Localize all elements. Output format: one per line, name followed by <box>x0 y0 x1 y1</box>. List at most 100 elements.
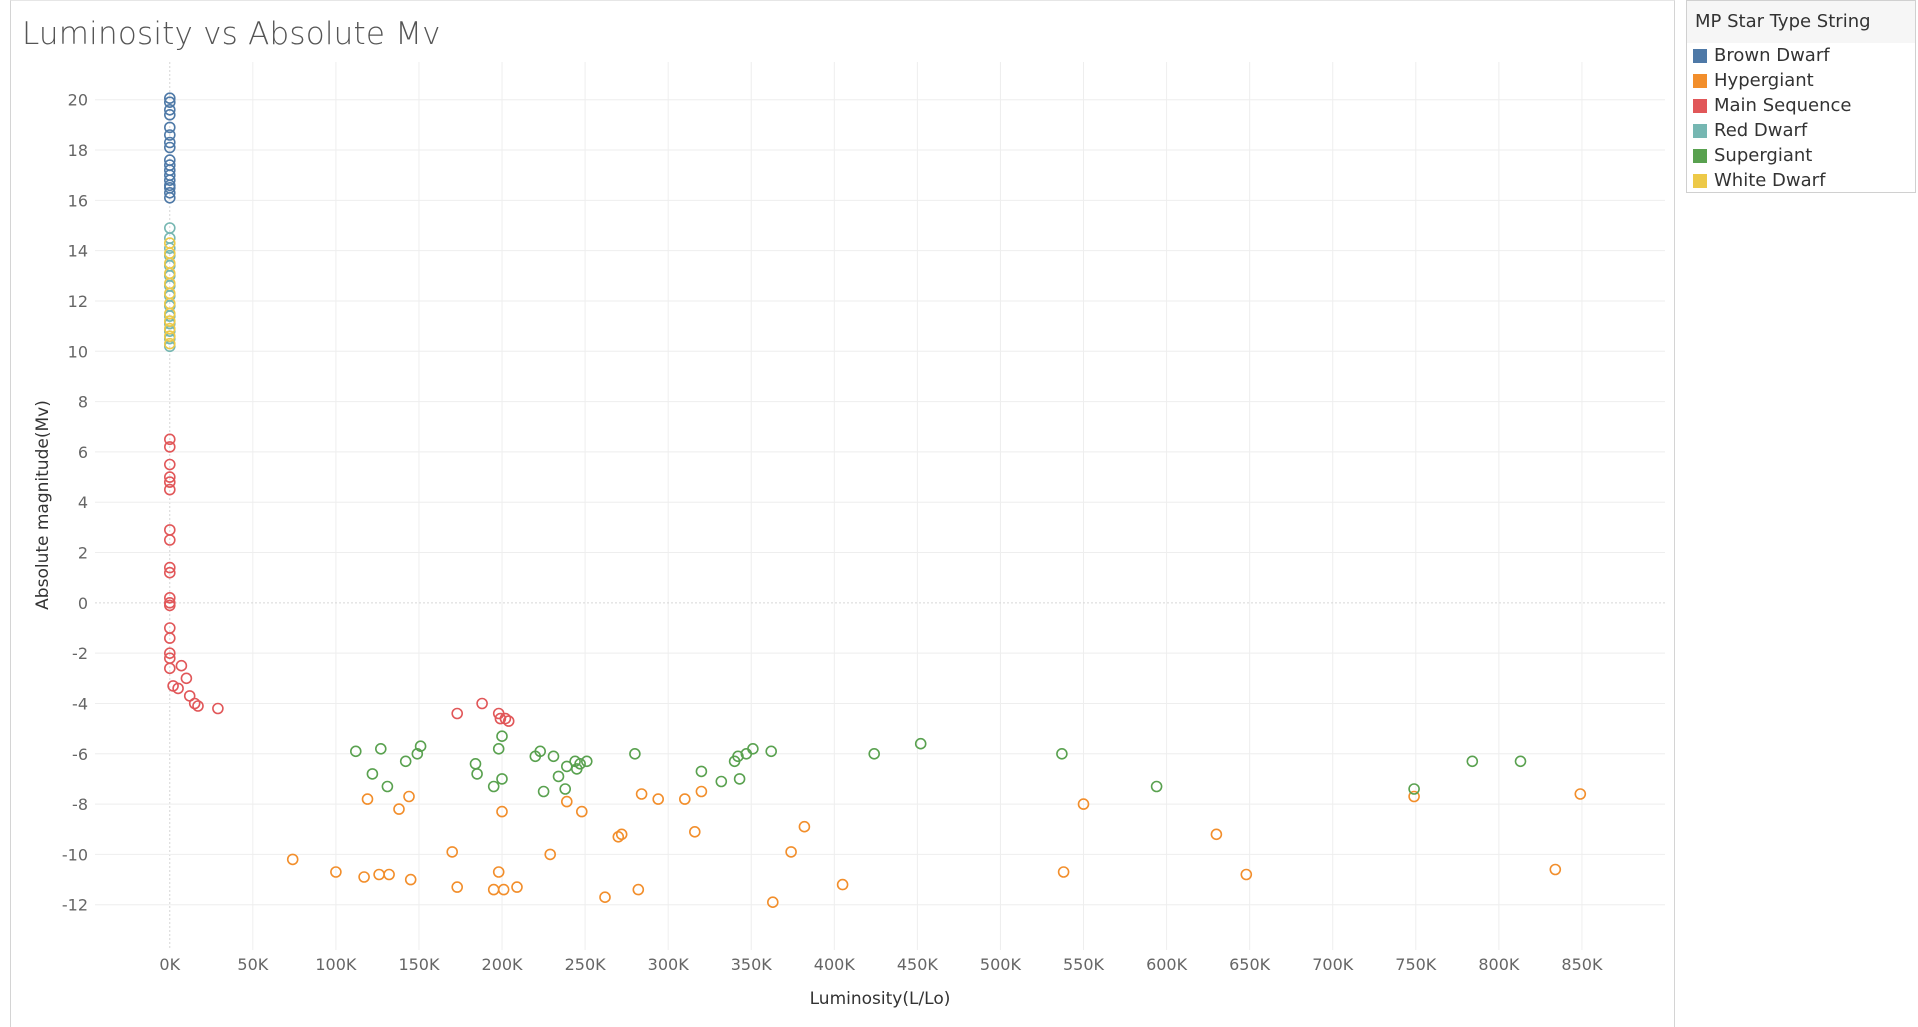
data-point-supergiant[interactable] <box>471 768 483 780</box>
legend-item-white-dwarf[interactable]: White Dwarf <box>1687 168 1915 193</box>
data-point-hypergiant[interactable] <box>785 846 797 858</box>
legend-item-main-sequence[interactable]: Main Sequence <box>1687 93 1915 118</box>
data-point-supergiant[interactable] <box>496 773 508 785</box>
data-point-hypergiant[interactable] <box>496 805 508 818</box>
data-point-supergiant[interactable] <box>547 750 560 763</box>
series-supergiant[interactable] <box>349 730 1527 798</box>
data-point-supergiant[interactable] <box>1150 780 1163 793</box>
data-point-main-sequence[interactable] <box>192 700 204 712</box>
data-point-hypergiant[interactable] <box>404 873 417 886</box>
data-point-supergiant[interactable] <box>552 770 565 783</box>
data-point-main-sequence[interactable] <box>476 697 488 710</box>
data-point-brown-dwarf[interactable] <box>164 109 176 121</box>
data-point-main-sequence[interactable] <box>164 534 176 546</box>
data-point-red-dwarf[interactable] <box>164 242 176 254</box>
data-point-supergiant[interactable] <box>366 768 379 780</box>
data-point-hypergiant[interactable] <box>544 848 557 861</box>
series-hypergiant[interactable] <box>286 785 1587 909</box>
data-point-supergiant[interactable] <box>496 730 508 743</box>
data-point-brown-dwarf[interactable] <box>164 96 176 108</box>
data-point-hypergiant[interactable] <box>373 868 385 881</box>
data-point-main-sequence[interactable] <box>451 707 464 720</box>
data-point-hypergiant[interactable] <box>383 868 395 881</box>
data-point-main-sequence[interactable] <box>502 715 515 727</box>
data-point-hypergiant[interactable] <box>451 881 464 893</box>
legend-item-supergiant[interactable]: Supergiant <box>1687 143 1915 168</box>
data-point-supergiant[interactable] <box>537 785 550 798</box>
data-point-brown-dwarf[interactable] <box>164 192 176 204</box>
data-point-main-sequence[interactable] <box>188 697 201 710</box>
data-point-hypergiant[interactable] <box>393 803 405 815</box>
data-point-supergiant[interactable] <box>732 750 744 763</box>
data-point-hypergiant[interactable] <box>358 871 370 883</box>
data-point-hypergiant[interactable] <box>286 853 299 866</box>
data-point-hypergiant[interactable] <box>836 878 849 891</box>
data-point-hypergiant[interactable] <box>361 793 374 805</box>
data-point-hypergiant[interactable] <box>446 846 459 858</box>
data-point-main-sequence[interactable] <box>164 471 176 483</box>
data-point-supergiant[interactable] <box>414 740 427 753</box>
data-point-supergiant[interactable] <box>914 737 927 750</box>
data-point-hypergiant[interactable] <box>798 820 811 833</box>
data-point-main-sequence[interactable] <box>164 662 176 675</box>
data-point-hypergiant[interactable] <box>615 828 628 841</box>
data-point-supergiant[interactable] <box>469 757 482 770</box>
data-point-white-dwarf[interactable] <box>164 337 176 350</box>
data-point-supergiant[interactable] <box>374 742 387 755</box>
data-point-supergiant[interactable] <box>559 783 572 795</box>
data-point-hypergiant[interactable] <box>560 795 573 808</box>
data-point-main-sequence[interactable] <box>164 647 176 660</box>
data-point-supergiant[interactable] <box>1466 755 1479 768</box>
data-point-hypergiant[interactable] <box>1240 868 1253 881</box>
data-point-main-sequence[interactable] <box>164 441 176 453</box>
data-point-supergiant[interactable] <box>487 780 500 793</box>
data-point-supergiant[interactable] <box>733 773 746 785</box>
data-point-hypergiant[interactable] <box>766 896 779 909</box>
data-point-hypergiant[interactable] <box>1210 828 1223 841</box>
data-point-hypergiant[interactable] <box>511 881 523 893</box>
data-point-brown-dwarf[interactable] <box>164 104 176 116</box>
legend-item-hypergiant[interactable]: Hypergiant <box>1687 68 1915 93</box>
data-point-brown-dwarf[interactable] <box>164 174 176 186</box>
data-point-main-sequence[interactable] <box>175 659 188 672</box>
data-point-supergiant[interactable] <box>399 755 412 768</box>
data-point-supergiant[interactable] <box>534 745 547 758</box>
data-point-supergiant[interactable] <box>695 765 708 778</box>
data-point-main-sequence[interactable] <box>164 632 176 644</box>
data-point-main-sequence[interactable] <box>164 591 176 604</box>
series-main-sequence[interactable] <box>164 433 515 727</box>
data-point-supergiant[interactable] <box>1514 755 1527 768</box>
data-point-brown-dwarf[interactable] <box>164 136 176 149</box>
data-point-supergiant[interactable] <box>411 747 424 760</box>
data-point-white-dwarf[interactable] <box>164 307 176 320</box>
data-point-supergiant[interactable] <box>747 742 759 755</box>
data-points[interactable] <box>164 92 1587 909</box>
data-point-hypergiant[interactable] <box>492 866 505 878</box>
data-point-main-sequence[interactable] <box>212 702 224 715</box>
data-point-hypergiant[interactable] <box>1057 866 1070 878</box>
data-point-main-sequence[interactable] <box>180 672 193 685</box>
series-white-dwarf[interactable] <box>164 237 176 350</box>
data-point-supergiant[interactable] <box>381 780 394 793</box>
data-point-hypergiant[interactable] <box>403 790 415 803</box>
data-point-main-sequence[interactable] <box>164 476 176 488</box>
data-point-brown-dwarf[interactable] <box>164 129 176 141</box>
data-point-hypergiant[interactable] <box>695 785 708 798</box>
data-point-brown-dwarf[interactable] <box>164 141 176 154</box>
data-point-main-sequence[interactable] <box>164 483 176 496</box>
data-point-main-sequence[interactable] <box>164 433 176 446</box>
legend-item-brown-dwarf[interactable]: Brown Dwarf <box>1687 43 1915 68</box>
data-point-hypergiant[interactable] <box>1077 798 1090 810</box>
data-point-supergiant[interactable] <box>349 745 362 758</box>
data-point-white-dwarf[interactable] <box>164 322 176 335</box>
data-point-supergiant[interactable] <box>868 747 881 760</box>
data-point-hypergiant[interactable] <box>632 883 645 896</box>
data-point-supergiant[interactable] <box>715 775 728 788</box>
data-point-hypergiant[interactable] <box>652 793 665 805</box>
data-point-supergiant[interactable] <box>574 757 586 770</box>
series-brown-dwarf[interactable] <box>164 92 176 204</box>
data-point-hypergiant[interactable] <box>497 883 510 896</box>
data-point-main-sequence[interactable] <box>164 561 176 574</box>
data-point-hypergiant[interactable] <box>1549 863 1562 876</box>
data-point-supergiant[interactable] <box>765 745 778 758</box>
